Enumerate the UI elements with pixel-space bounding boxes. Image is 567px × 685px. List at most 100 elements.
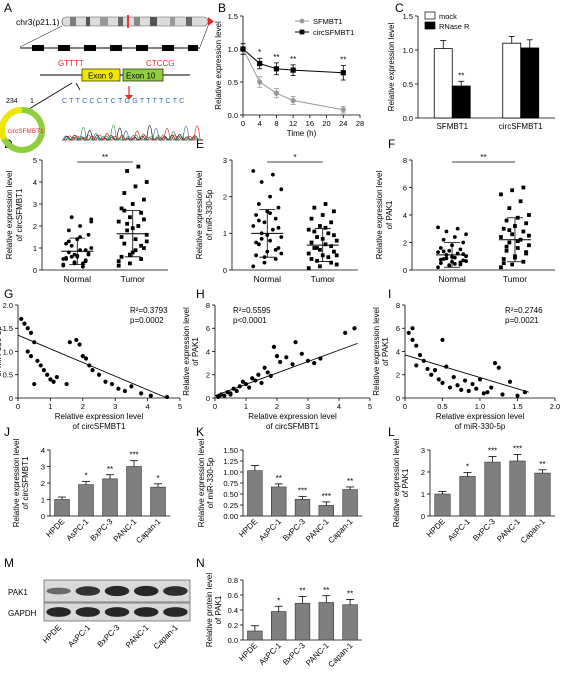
stat-label: p=0.0021 [505,316,539,325]
data-point [139,243,144,248]
data-point [35,358,40,363]
blot-lane-label: BxPC-3 [96,623,122,649]
y-tick-label: 0 [223,266,227,275]
chromosome-band [170,17,175,26]
y-axis-label: Relative expression level [12,439,21,528]
data-point [268,211,272,216]
data-point [69,254,74,259]
data-point [521,259,526,264]
data-point [83,356,89,361]
x-tick-label: 12 [289,119,297,128]
data-point [323,242,328,247]
x-tick-label: 0 [16,402,20,411]
data-point [510,232,515,237]
y-tick-label: 8 [403,156,407,165]
data-point [334,262,339,267]
bar [271,611,287,641]
data-point [326,231,331,236]
data-point [119,206,124,211]
data-point [122,388,128,394]
y-axis-label: Relative expression level [195,171,204,260]
y-axis-label: of circSFMBT1 [15,188,24,241]
data-point [228,392,233,397]
panel-letter-f: F [388,137,395,151]
data-point [125,221,130,226]
data-point [278,359,283,365]
data-point [48,377,53,382]
blot-band-pak1 [104,585,130,597]
data-point [32,381,37,387]
data-point [25,326,30,331]
data-point [80,354,85,359]
data-point [496,365,501,370]
chart-k: 0.00 0.25 0.50 0.75 1.00 1.25 1.50 Relative exp… [197,439,362,545]
significance-label: ** [539,460,545,469]
panel-m: PAK1 GAPDH HPDE AsPC-1 BxPC-3 PANC-1 Capan-1 [8,579,191,651]
chart-c: 0.0 0.5 1.0 1.5 Relative expression level SFM… [387,11,555,131]
bar [271,486,287,517]
blot-band-pak1 [75,586,101,596]
data-point [254,253,258,258]
data-point [501,226,506,231]
panel-letter-b: B [218,1,226,15]
y-tick-label: 6 [403,183,407,192]
y-tick-label: 1.00 [223,468,238,477]
data-point [515,246,520,250]
significance-label: * [293,153,296,162]
data-point [500,392,505,397]
data-point [240,46,246,52]
data-point [521,185,526,190]
data-point [312,361,317,366]
bar [247,470,263,517]
junction-arrow-head [125,95,133,100]
significance-label: * [84,471,87,480]
data-point [144,180,149,184]
chart-d: 0 1 2 3 4 5 Relative expression level of circSF… [5,153,168,284]
data-point [507,228,512,233]
chromosome-band [118,17,123,26]
y-tick-label: 1.0 [228,45,238,54]
x-tick-label: 0.5 [437,402,447,411]
y-tick-label: 0.2 [228,621,238,630]
data-point [69,243,74,248]
data-point [315,246,320,250]
x-tick-label: 28 [356,119,364,128]
y-tick-label: 3 [41,462,45,471]
y-tick-label: 0.8 [228,576,238,585]
data-point [139,257,144,261]
data-point [128,261,132,266]
x-axis-label: of miR-330-5p [455,422,506,431]
chart-f: 0 2 4 6 8 Relative expression level of PAK1 Nor… [375,153,555,284]
data-point [436,265,440,270]
data-point [28,330,34,335]
circrna-start: 1 [30,98,34,105]
data-point [133,184,138,189]
panel-letter-k: K [196,425,204,439]
x-tick-label: HPDE [44,517,66,539]
x-tick-label: 16 [306,119,314,128]
data-point [447,385,453,390]
data-point [89,246,94,250]
data-point [441,249,446,254]
y-tick-label: 3 [33,200,37,209]
bar [102,478,118,517]
data-point [440,380,445,385]
data-point [447,263,452,268]
chromosome-band [100,17,108,26]
stat-label: R²=0.5595 [233,306,271,315]
significance-label: * [156,474,159,483]
significance-label: ** [299,587,305,596]
blot-band-gapdh [46,607,71,617]
data-point [429,372,434,377]
y-tick-label: 4 [41,446,45,455]
data-point [410,337,415,342]
data-point [273,90,280,96]
data-point [86,232,91,237]
data-point [452,235,457,239]
y-tick-label: 0 [9,394,13,403]
chromosome-band [134,17,140,26]
right-seq-label: CTCCG [146,59,174,68]
data-point [109,381,115,387]
data-point [96,372,102,377]
significance-label: ** [340,56,346,65]
